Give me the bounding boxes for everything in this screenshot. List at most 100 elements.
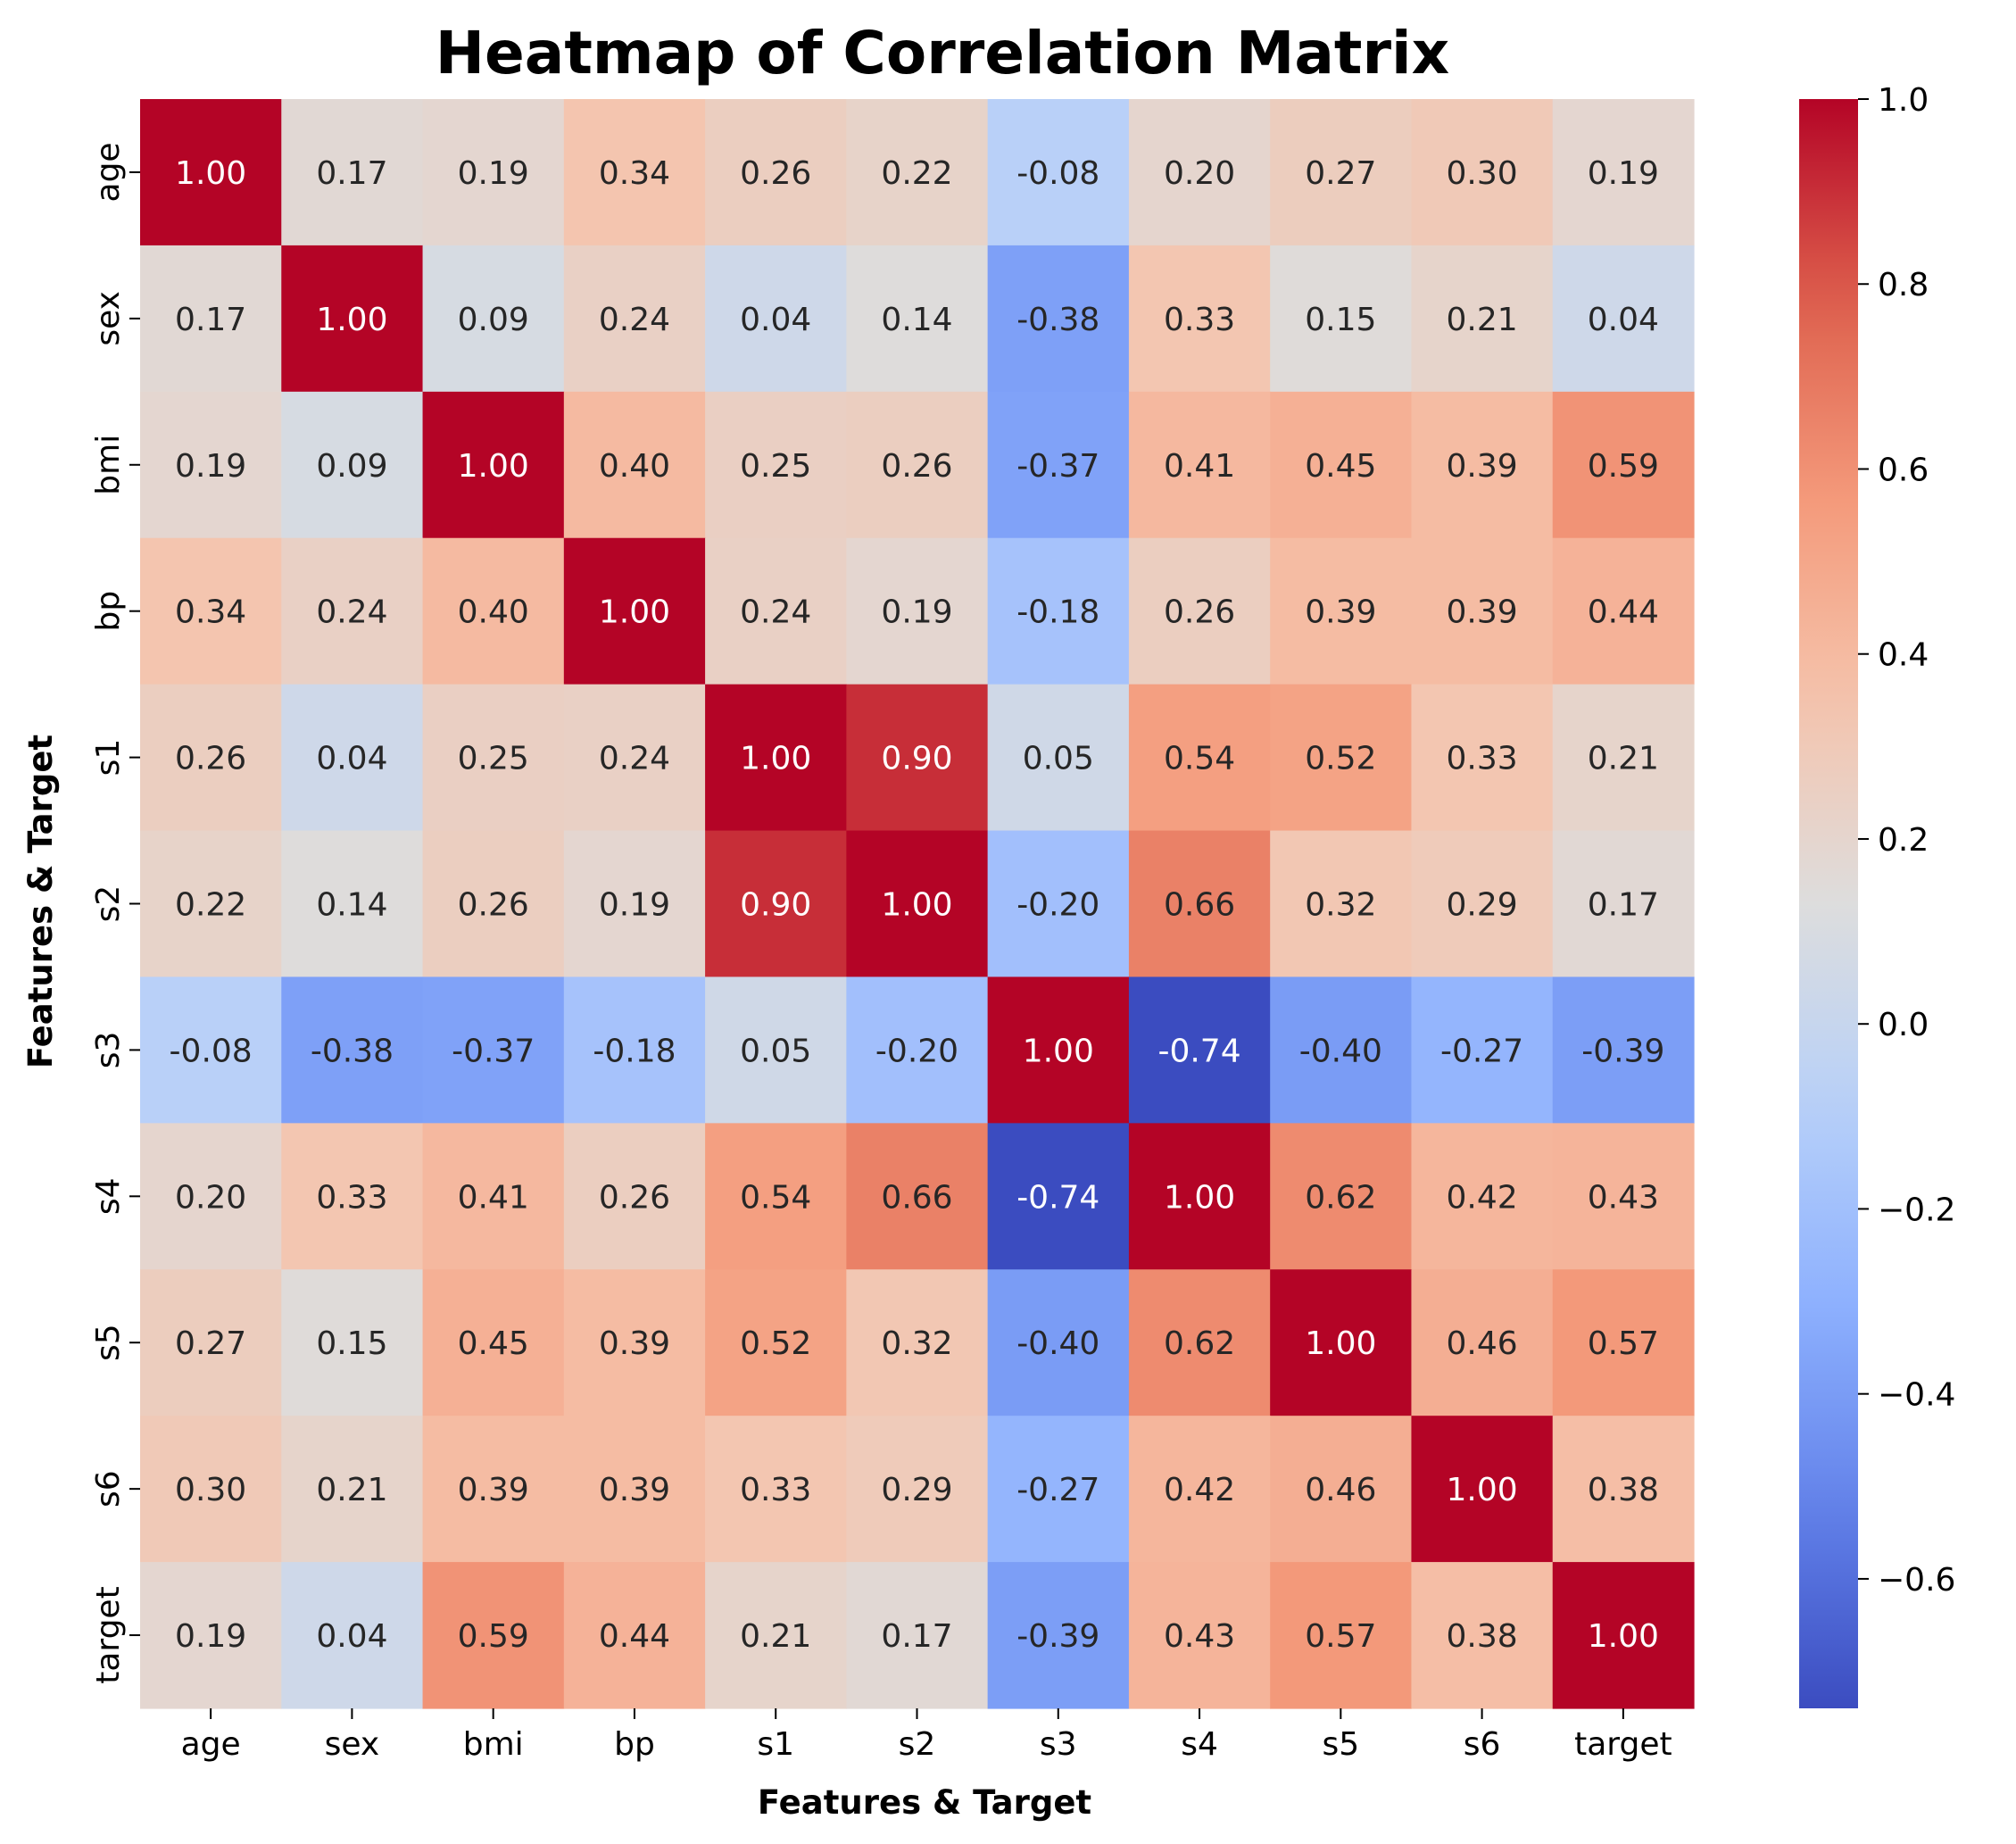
heatmap-cell-age-s1 <box>705 99 847 246</box>
y-tick-label-bp: bp <box>90 591 127 632</box>
heatmap-cell-bmi-s2 <box>846 391 989 539</box>
heatmap-cell-s1-s4 <box>1128 684 1271 832</box>
heatmap-cell-sex-bmi <box>422 245 565 393</box>
cell-label-s3-s3: 1.00 <box>1023 1033 1094 1069</box>
cell-label-s3-s1: 0.05 <box>740 1033 811 1069</box>
heatmap-cell-s1-bmi <box>422 684 565 832</box>
cell-label-age-s1: 0.26 <box>740 155 811 192</box>
cell-label-sex-sex: 1.00 <box>316 302 387 338</box>
cell-label-target-s5: 0.57 <box>1305 1618 1376 1655</box>
cell-label-bp-s6: 0.39 <box>1447 594 1518 631</box>
cell-label-target-s1: 0.21 <box>740 1618 811 1655</box>
heatmap-cell-s2-bmi <box>422 830 565 978</box>
heatmap-cell-s4-bmi <box>422 1123 565 1270</box>
heatmap-cell-bmi-age <box>140 391 282 539</box>
heatmap-cell-age-bmi <box>422 99 565 246</box>
cell-label-s3-s5: -0.40 <box>1299 1033 1382 1069</box>
cell-label-bp-target: 0.44 <box>1588 594 1659 631</box>
heatmap-cell-s2-target <box>1552 830 1695 978</box>
cell-label-target-s4: 0.43 <box>1164 1618 1235 1655</box>
cell-label-s1-s6: 0.33 <box>1447 741 1518 777</box>
cell-label-s5-s3: -0.40 <box>1016 1325 1099 1362</box>
cell-label-s4-s4: 1.00 <box>1164 1179 1235 1216</box>
x-tick-label-age: age <box>181 1726 241 1763</box>
colorbar-tick-label-3: 0.4 <box>1878 637 1929 674</box>
cell-label-s5-sex: 0.15 <box>316 1325 387 1362</box>
heatmap-cell-s5-sex <box>281 1269 424 1416</box>
heatmap-cell-bp-bp <box>563 537 706 685</box>
heatmap-cell-target-s1 <box>705 1562 847 1709</box>
heatmap-cell-s6-s5 <box>1270 1416 1413 1563</box>
cell-label-s6-bmi: 0.39 <box>458 1472 529 1508</box>
cell-label-s1-s2: 0.90 <box>881 741 952 777</box>
cell-label-s5-bmi: 0.45 <box>458 1325 529 1362</box>
y-tick-label-age: age <box>90 142 127 202</box>
heatmap-cell-s4-s2 <box>846 1123 989 1270</box>
heatmap-cell-bp-s1 <box>705 537 847 685</box>
cell-label-target-s2: 0.17 <box>881 1618 952 1655</box>
cell-label-bp-s5: 0.39 <box>1305 594 1376 631</box>
cell-label-sex-s2: 0.14 <box>881 302 952 338</box>
cell-label-target-sex: 0.04 <box>316 1618 387 1655</box>
heatmap-cell-sex-s5 <box>1270 245 1413 393</box>
heatmap-cell-s2-sex <box>281 830 424 978</box>
heatmap-cell-s1-bp <box>563 684 706 832</box>
heatmap-cell-age-s3 <box>987 99 1130 246</box>
heatmap-cell-s4-sex <box>281 1123 424 1270</box>
x-axis-label: Features & Target <box>758 1783 1091 1822</box>
cell-label-s2-s4: 0.66 <box>1164 887 1235 924</box>
cell-label-sex-s5: 0.15 <box>1305 302 1376 338</box>
x-tick-label-s2: s2 <box>899 1726 936 1763</box>
cell-label-sex-age: 0.17 <box>175 302 246 338</box>
heatmap-cell-sex-s3 <box>987 245 1130 393</box>
heatmap-cell-bp-s4 <box>1128 537 1271 685</box>
cell-label-s6-s3: -0.27 <box>1016 1472 1099 1508</box>
x-tick-label-bmi: bmi <box>463 1726 524 1763</box>
heatmap-cell-s3-s1 <box>705 976 847 1124</box>
heatmap-cell-target-bp <box>563 1562 706 1709</box>
cell-label-s1-s3: 0.05 <box>1023 741 1094 777</box>
heatmap-cell-s2-s4 <box>1128 830 1271 978</box>
heatmap-cell-age-s4 <box>1128 99 1271 246</box>
heatmap-cell-s5-target <box>1552 1269 1695 1416</box>
cell-label-s3-target: -0.39 <box>1581 1033 1664 1069</box>
cell-label-s2-s2: 1.00 <box>881 887 952 924</box>
cell-label-s3-s6: -0.27 <box>1440 1033 1523 1069</box>
heatmap-cell-target-target <box>1552 1562 1695 1709</box>
heatmap-cell-s3-s5 <box>1270 976 1413 1124</box>
cell-label-s2-target: 0.17 <box>1588 887 1659 924</box>
cell-label-s4-s1: 0.54 <box>740 1179 811 1216</box>
cell-label-s6-age: 0.30 <box>175 1472 246 1508</box>
heatmap-cell-target-bmi <box>422 1562 565 1709</box>
cell-label-s1-s1: 1.00 <box>740 741 811 777</box>
heatmap-cell-s6-bp <box>563 1416 706 1563</box>
heatmap-cell-age-age <box>140 99 282 246</box>
cell-label-s2-age: 0.22 <box>175 887 246 924</box>
cell-label-s2-s5: 0.32 <box>1305 887 1376 924</box>
heatmap-cell-bmi-bp <box>563 391 706 539</box>
cell-label-bp-bmi: 0.40 <box>458 594 529 631</box>
cell-label-sex-s6: 0.21 <box>1447 302 1518 338</box>
cell-label-s2-s3: -0.20 <box>1016 887 1099 924</box>
cell-label-s6-s5: 0.46 <box>1305 1472 1376 1508</box>
heatmap-cell-s6-s1 <box>705 1416 847 1563</box>
heatmap-cell-s6-age <box>140 1416 282 1563</box>
y-tick-label-s4: s4 <box>90 1177 127 1215</box>
heatmap-cell-bmi-s1 <box>705 391 847 539</box>
cell-label-s1-s5: 0.52 <box>1305 741 1376 777</box>
heatmap-cell-s3-sex <box>281 976 424 1124</box>
cell-label-target-bp: 0.44 <box>599 1618 670 1655</box>
cell-label-target-age: 0.19 <box>175 1618 246 1655</box>
cell-label-s2-s1: 0.90 <box>740 887 811 924</box>
heatmap-cell-s1-s5 <box>1270 684 1413 832</box>
heatmap-cell-s6-s2 <box>846 1416 989 1563</box>
cell-label-s6-target: 0.38 <box>1588 1472 1659 1508</box>
heatmap-cell-s6-s4 <box>1128 1416 1271 1563</box>
heatmap-cell-bp-sex <box>281 537 424 685</box>
heatmap-cell-sex-s4 <box>1128 245 1271 393</box>
x-axis-ticks: age sex bmi bp s1 s2 s3 s4 s5 s6 target <box>181 1708 1672 1763</box>
heatmap-cell-s6-target <box>1552 1416 1695 1563</box>
heatmap-cell-bp-s5 <box>1270 537 1413 685</box>
heatmap-cell-s4-s3 <box>987 1123 1130 1270</box>
